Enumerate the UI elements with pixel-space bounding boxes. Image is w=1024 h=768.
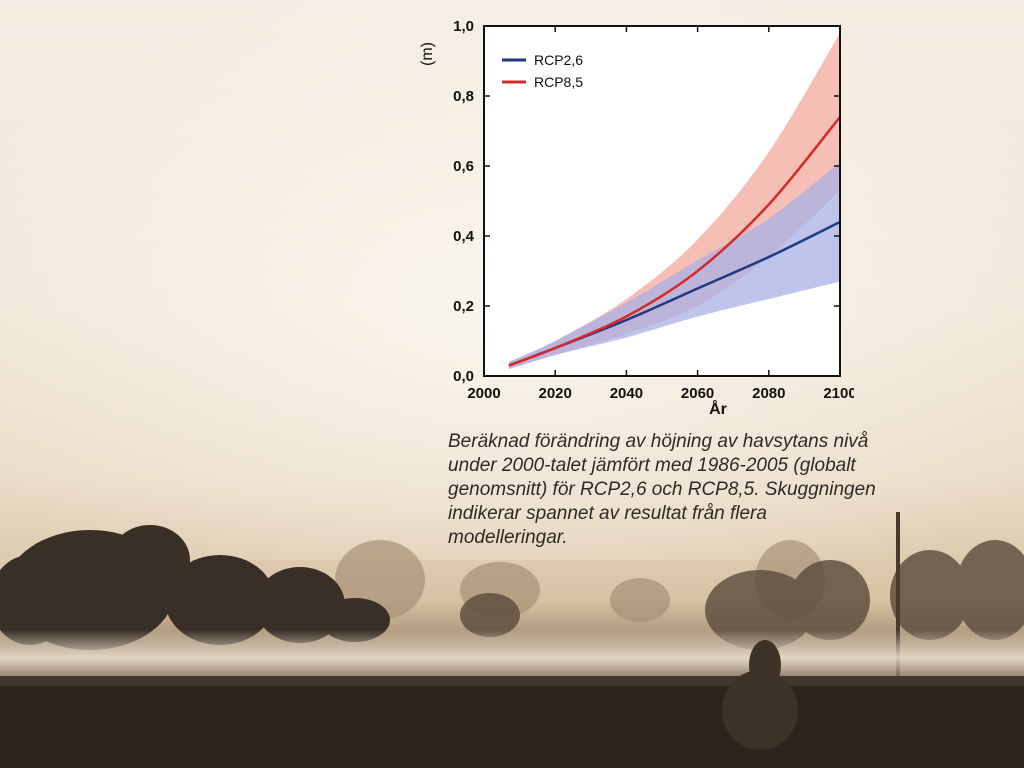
legend-label: RCP8,5 — [534, 74, 583, 90]
y-tick-label: 0,8 — [453, 88, 474, 105]
uncertainty-band-rcp26 — [508, 162, 840, 369]
x-tick-label: 2060 — [681, 385, 714, 402]
y-tick-label: 1,0 — [453, 18, 474, 35]
x-tick-label: 2020 — [539, 385, 572, 402]
legend-label: RCP2,6 — [534, 52, 583, 68]
x-tick-label: 2040 — [610, 385, 643, 402]
x-axis-label: År — [709, 399, 727, 418]
sea-level-chart: 2000 2020 2040 2060 2080 2100 0,0 0,2 0,4 0,6 0,8… — [419, 18, 854, 418]
x-tick-label: 2100 — [823, 385, 854, 402]
y-tick-label: 0,4 — [453, 228, 475, 245]
figure-caption: Beräknad förändring av höjning av havsyt… — [448, 431, 876, 548]
y-axis-label: (m) — [419, 42, 436, 66]
legend: RCP2,6 RCP8,5 — [502, 52, 583, 90]
series-line-rcp85 — [508, 116, 841, 367]
y-tick-label: 0,2 — [453, 298, 474, 315]
x-tick-label: 2000 — [467, 385, 500, 402]
y-tick-label: 0,6 — [453, 158, 474, 175]
y-tick-label: 0,0 — [453, 368, 474, 385]
x-tick-label: 2080 — [752, 385, 785, 402]
plot-frame — [483, 25, 841, 377]
